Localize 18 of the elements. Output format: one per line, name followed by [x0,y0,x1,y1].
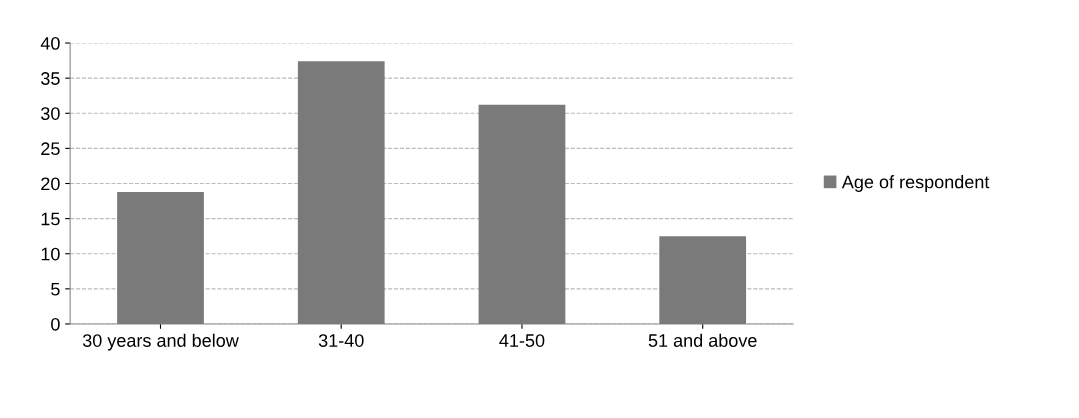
y-tick-label: 25 [41,142,60,156]
y-tick-label: 20 [41,177,60,191]
legend-label: Age of respondent [841,175,990,192]
y-tick-label: 0 [51,317,60,331]
x-tick-label: 51 and above [648,333,757,347]
x-tick-label: 41-50 [499,334,545,347]
x-tick-label: 30 years and below [82,333,239,351]
y-tick-label: 15 [41,212,60,226]
y-tick-label: 35 [41,72,60,85]
y-tick-label: 10 [41,247,60,261]
y-tick-label: 30 [41,107,60,120]
bar [297,61,385,324]
y-tick-label: 5 [51,282,60,296]
y-tick-label: 40 [40,36,60,50]
bar [117,191,204,324]
x-tick-label: 31-40 [318,334,364,347]
bar [478,104,566,324]
bar [659,236,747,324]
